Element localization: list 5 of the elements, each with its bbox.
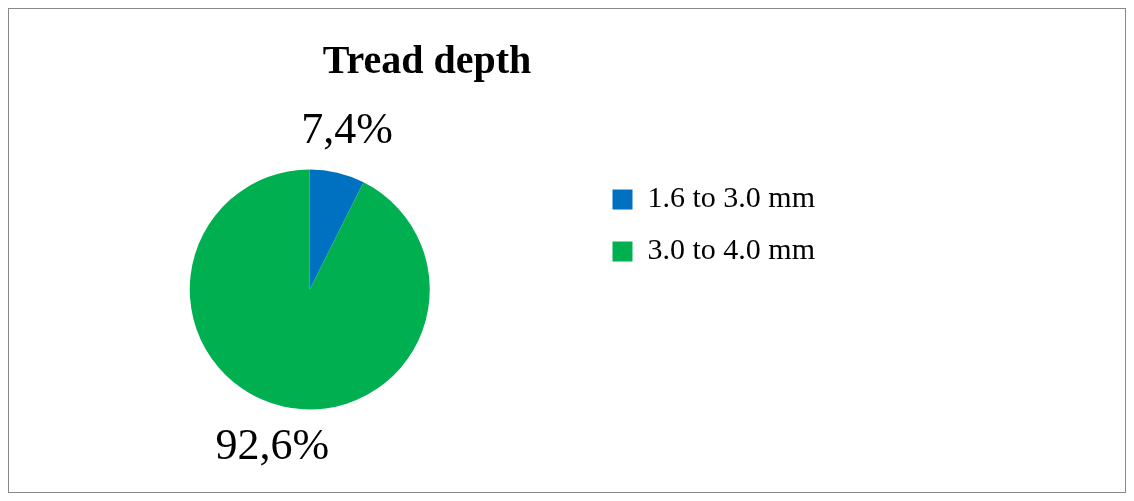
legend-label: 3.0 to 4.0 mm [647,232,816,266]
chart-title: Tread depth [322,37,532,83]
legend-label: 1.6 to 3.0 mm [647,180,816,214]
data-label: 92,6% [215,419,330,469]
data-label: 7,4% [301,104,393,154]
